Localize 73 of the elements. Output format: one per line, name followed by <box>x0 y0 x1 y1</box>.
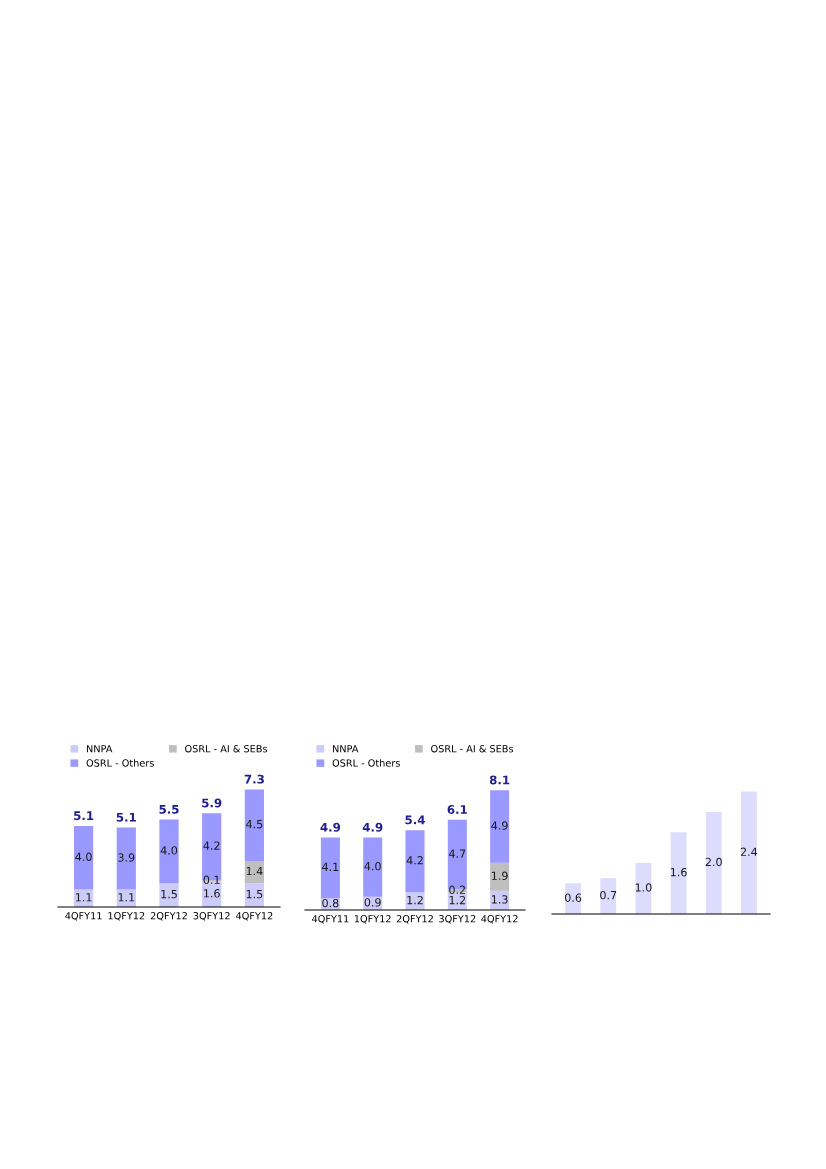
bar <box>405 892 425 910</box>
data-label: 0.1 <box>203 875 220 884</box>
bar <box>490 862 510 891</box>
total-label: 5.9 <box>202 798 222 808</box>
data-label: 4.9 <box>491 821 508 830</box>
total-label: 5.4 <box>405 815 425 825</box>
bar <box>565 883 582 914</box>
data-label: 2.0 <box>705 857 722 867</box>
x-tick-label: 4QFY12 <box>481 915 518 924</box>
total-label: 6.1 <box>447 805 467 814</box>
data-label: 1.9 <box>492 871 508 880</box>
data-label: 4.5 <box>246 820 263 829</box>
data-label: 4.2 <box>203 841 220 850</box>
total-label: 8.1 <box>489 775 510 785</box>
data-label: 3.9 <box>118 853 135 862</box>
data-label: 4.0 <box>75 852 92 861</box>
bar <box>159 819 179 884</box>
data-label: 1.1 <box>118 893 135 902</box>
bar <box>670 832 687 914</box>
x-tick-label: 1QFY12 <box>108 912 145 921</box>
total-label: 5.5 <box>159 805 179 814</box>
data-label: 4.1 <box>322 862 339 871</box>
bar <box>363 837 383 897</box>
legend-label: OSRL - AI & SEBs <box>431 745 514 753</box>
x-tick-label: 3QFY12 <box>439 915 476 924</box>
data-label: 1.5 <box>161 890 177 899</box>
x-tick-label: 4QFY11 <box>311 915 349 924</box>
x-tick-label: 2QFY12 <box>150 912 187 921</box>
data-label: 0.7 <box>600 890 617 900</box>
legend-label: OSRL - AI & SEBs <box>185 745 268 753</box>
legend-label: OSRL - Others <box>332 759 400 767</box>
data-label: 1.2 <box>407 895 423 905</box>
x-tick-label: 4QFY12 <box>235 912 273 921</box>
data-label: 4.7 <box>449 849 466 858</box>
x-tick-label: 4QFY11 <box>65 912 102 921</box>
legend-label: NNPA <box>332 745 359 753</box>
bar <box>740 791 757 914</box>
x-tick-label: 3QFY12 <box>193 912 230 921</box>
bar <box>320 837 340 899</box>
total-label: 5.1 <box>74 811 94 821</box>
total-label: 4.9 <box>320 822 341 832</box>
data-label: 4.2 <box>406 856 423 865</box>
legend-label: OSRL - Others <box>86 759 154 767</box>
legend-label: NNPA <box>86 745 113 753</box>
data-label: 0.8 <box>322 898 339 908</box>
data-label: 4.0 <box>364 861 381 871</box>
bar <box>116 827 136 890</box>
data-label: 0.2 <box>449 885 466 895</box>
bar <box>600 878 617 914</box>
data-label: 1.0 <box>635 883 652 892</box>
data-label: 4.0 <box>160 846 178 855</box>
bar <box>405 830 425 893</box>
data-label: 1.2 <box>449 895 466 905</box>
data-label: 0.9 <box>364 898 381 907</box>
data-label: 1.4 <box>246 867 263 876</box>
data-label: 1.6 <box>670 867 687 877</box>
total-label: 5.1 <box>116 812 136 822</box>
bar <box>74 825 94 890</box>
data-label: 1.3 <box>492 895 508 904</box>
bar <box>705 811 722 914</box>
data-label: 1.1 <box>76 893 92 902</box>
bar <box>159 883 179 907</box>
total-label: 4.9 <box>362 822 383 832</box>
bar <box>244 789 264 861</box>
x-tick-label: 2QFY12 <box>396 915 433 924</box>
data-label: 1.5 <box>246 890 263 899</box>
total-label: 7.3 <box>244 774 264 784</box>
bar <box>490 790 510 863</box>
x-tick-label: 1QFY12 <box>354 915 391 924</box>
data-label: 1.6 <box>204 889 220 898</box>
data-label: 0.6 <box>564 893 582 902</box>
bar <box>244 860 264 884</box>
data-label: 2.4 <box>740 847 758 856</box>
